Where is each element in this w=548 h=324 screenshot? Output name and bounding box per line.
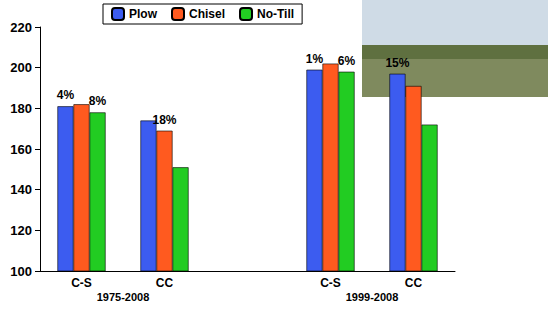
svg-text:Plow: Plow — [129, 7, 158, 21]
svg-text:1%: 1% — [306, 52, 324, 66]
svg-text:18%: 18% — [152, 113, 176, 127]
svg-text:160: 160 — [10, 142, 32, 157]
svg-text:4%: 4% — [57, 88, 75, 102]
svg-text:120: 120 — [10, 223, 32, 238]
svg-text:No-Till: No-Till — [257, 7, 294, 21]
svg-text:180: 180 — [10, 101, 32, 116]
svg-text:C-S: C-S — [320, 276, 341, 290]
svg-text:100: 100 — [10, 264, 32, 279]
svg-text:1999-2008: 1999-2008 — [346, 291, 399, 303]
svg-text:15%: 15% — [385, 56, 409, 70]
svg-text:8%: 8% — [89, 94, 107, 108]
svg-text:140: 140 — [10, 182, 32, 197]
svg-text:CC: CC — [156, 276, 174, 290]
svg-text:200: 200 — [10, 60, 32, 75]
svg-text:Chisel: Chisel — [189, 7, 225, 21]
svg-text:CC: CC — [405, 276, 423, 290]
svg-text:C-S: C-S — [71, 276, 92, 290]
svg-text:1975-2008: 1975-2008 — [97, 291, 150, 303]
svg-text:6%: 6% — [338, 54, 356, 68]
svg-text:220: 220 — [10, 20, 32, 35]
